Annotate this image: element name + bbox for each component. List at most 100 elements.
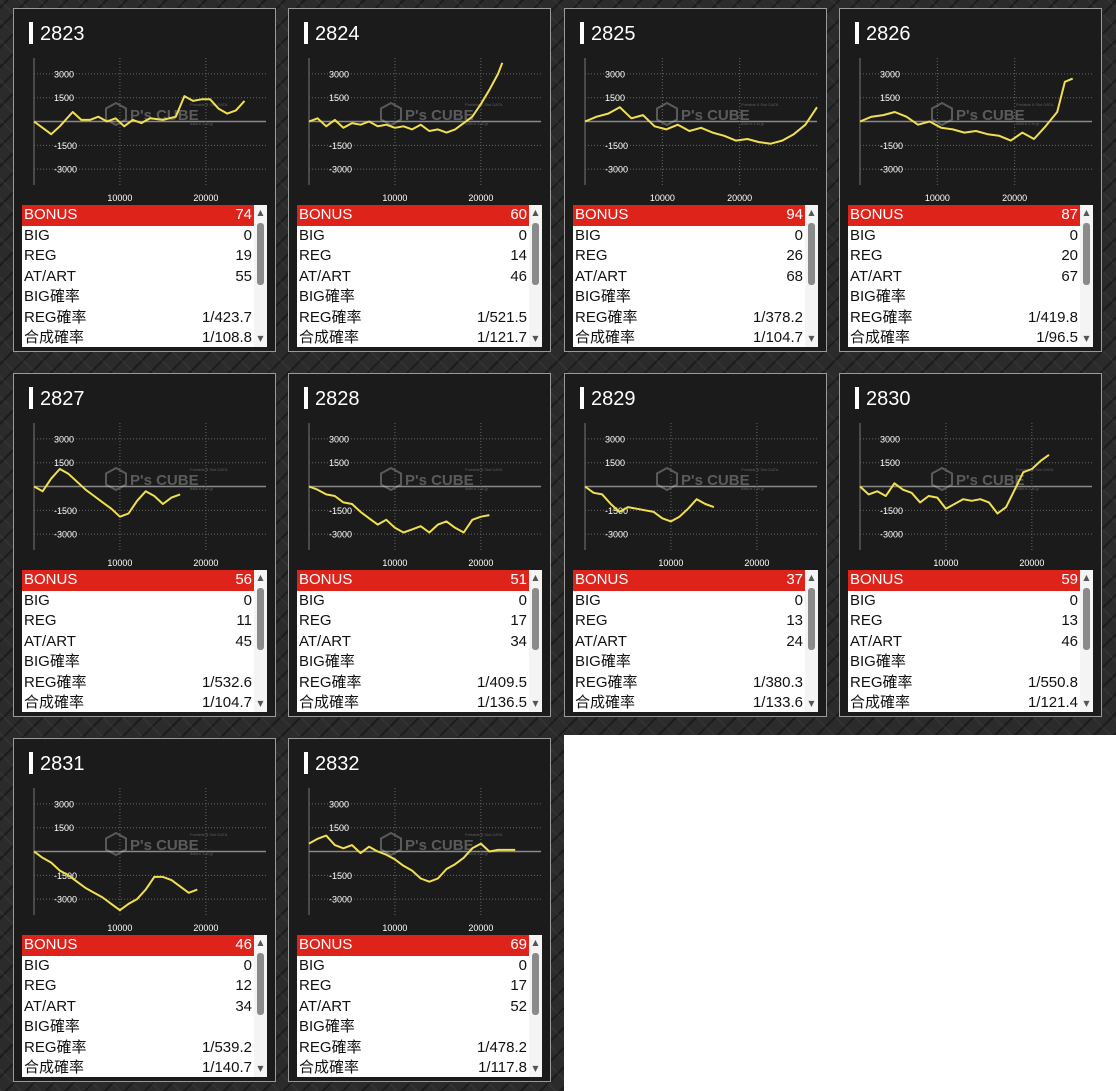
- stats-scrollbar[interactable]: ▲ ▼: [254, 935, 267, 1077]
- machine-number[interactable]: 2825: [580, 21, 636, 47]
- machine-number[interactable]: 2823: [29, 21, 85, 47]
- machine-number-text: 2827: [40, 388, 85, 410]
- machine-number[interactable]: 2829: [580, 386, 636, 412]
- scroll-down-arrow-icon[interactable]: ▼: [257, 699, 264, 708]
- scroll-down-arrow-icon[interactable]: ▼: [1083, 334, 1090, 343]
- stat-row-big: BIG 0: [297, 956, 529, 977]
- stats-scrollbar[interactable]: ▲ ▼: [805, 570, 818, 712]
- scroll-down-arrow-icon[interactable]: ▼: [257, 1064, 264, 1073]
- stats-scrollbar[interactable]: ▲ ▼: [529, 570, 542, 712]
- scroll-up-arrow-icon[interactable]: ▲: [257, 573, 264, 582]
- scroll-up-arrow-icon[interactable]: ▲: [257, 208, 264, 217]
- scroll-down-arrow-icon[interactable]: ▼: [808, 334, 815, 343]
- machine-number[interactable]: 2832: [304, 751, 360, 777]
- scroll-thumb[interactable]: [808, 223, 815, 285]
- x-tick-label: 10000: [107, 923, 132, 933]
- stat-row-reg: REG 19: [22, 246, 254, 267]
- scroll-up-arrow-icon[interactable]: ▲: [257, 938, 264, 947]
- stats-panel: BONUS 56 BIG 0 REG 11 AT/ART 45 BIG確率 REG確率 1/532.…: [22, 570, 267, 712]
- stat-label: BIG確率: [24, 288, 80, 305]
- stat-label: BIG: [850, 591, 876, 609]
- title-bar-marker: [580, 387, 584, 409]
- machine-number[interactable]: 2827: [29, 386, 85, 412]
- title-bar-marker: [580, 22, 584, 44]
- stat-label: REG: [24, 247, 57, 264]
- stat-label: REG: [24, 612, 57, 629]
- scroll-up-arrow-icon[interactable]: ▲: [1083, 573, 1090, 582]
- x-tick-label: 20000: [468, 193, 493, 203]
- slump-line: [584, 485, 715, 523]
- scroll-up-arrow-icon[interactable]: ▲: [808, 573, 815, 582]
- stat-label: AT/ART: [24, 632, 76, 650]
- scroll-thumb[interactable]: [532, 953, 539, 1015]
- stat-label: REG: [575, 612, 608, 629]
- stat-value: 11: [236, 612, 252, 629]
- scroll-down-arrow-icon[interactable]: ▼: [532, 334, 539, 343]
- stats-scrollbar[interactable]: ▲ ▼: [529, 205, 542, 347]
- slump-graph: 3000 1500 -1500 -3000 10000 20000 P's CUBEPort…: [584, 423, 817, 568]
- machine-card[interactable]: 2832 3000 1500 -1500 -3000 10000 20000 P's CUBE…: [288, 738, 551, 1082]
- stat-row-reg-rate: REG確率 1/550.8: [848, 673, 1080, 694]
- stats-scrollbar[interactable]: ▲ ▼: [529, 935, 542, 1077]
- scroll-thumb[interactable]: [532, 588, 539, 650]
- scroll-thumb[interactable]: [1083, 223, 1090, 285]
- stat-row-big: BIG 0: [848, 591, 1080, 612]
- stat-value: 0: [1069, 591, 1078, 609]
- stat-value: 0: [1069, 226, 1078, 244]
- stat-row-reg-rate: REG確率 1/532.6: [22, 673, 254, 694]
- scroll-thumb[interactable]: [1083, 588, 1090, 650]
- machine-card[interactable]: 2824 3000 1500 -1500 -3000 10000 20000 P's CUBE…: [288, 8, 551, 352]
- scroll-thumb[interactable]: [257, 223, 264, 285]
- scroll-up-arrow-icon[interactable]: ▲: [532, 573, 539, 582]
- scroll-up-arrow-icon[interactable]: ▲: [532, 208, 539, 217]
- x-tick-label: 10000: [650, 193, 675, 203]
- stat-label: BIG: [575, 591, 601, 609]
- y-tick-label: -1500: [54, 871, 77, 881]
- machine-card[interactable]: 2825 3000 1500 -1500 -3000 10000 20000 P's CUBE…: [564, 8, 827, 352]
- stat-label: 合成確率: [299, 329, 360, 346]
- machine-card[interactable]: 2829 3000 1500 -1500 -3000 10000 20000 P's CUBE…: [564, 373, 827, 717]
- machine-card[interactable]: 2828 3000 1500 -1500 -3000 10000 20000 P's CUBE…: [288, 373, 551, 717]
- scroll-up-arrow-icon[interactable]: ▲: [1083, 208, 1090, 217]
- machine-card[interactable]: 2830 3000 1500 -1500 -3000 10000 20000 P's CUBE…: [839, 373, 1102, 717]
- stats-scrollbar[interactable]: ▲ ▼: [1080, 205, 1093, 347]
- scroll-thumb[interactable]: [257, 953, 264, 1015]
- stat-label: BIG確率: [299, 653, 355, 670]
- x-tick-label: 20000: [193, 923, 218, 933]
- stat-label: BIG: [299, 591, 325, 609]
- stat-row-at: AT/ART 46: [297, 267, 529, 288]
- scroll-down-arrow-icon[interactable]: ▼: [532, 1064, 539, 1073]
- stat-label: 合成確率: [575, 694, 636, 711]
- watermark-bottom: data.e-1-tv.jp: [190, 121, 214, 126]
- machine-card[interactable]: 2826 3000 1500 -1500 -3000 10000 20000 P's CUBE…: [839, 8, 1102, 352]
- stats-scrollbar[interactable]: ▲ ▼: [254, 205, 267, 347]
- stat-value: 34: [235, 997, 252, 1015]
- stats-scrollbar[interactable]: ▲ ▼: [254, 570, 267, 712]
- stats-scrollbar[interactable]: ▲ ▼: [1080, 570, 1093, 712]
- scroll-down-arrow-icon[interactable]: ▼: [808, 699, 815, 708]
- scroll-down-arrow-icon[interactable]: ▼: [257, 334, 264, 343]
- scroll-thumb[interactable]: [532, 223, 539, 285]
- scroll-up-arrow-icon[interactable]: ▲: [808, 208, 815, 217]
- machine-card[interactable]: 2823 3000 1500 -1500 -3000 10000 20000 P's CUBE…: [13, 8, 276, 352]
- slump-line: [33, 95, 246, 136]
- scroll-up-arrow-icon[interactable]: ▲: [532, 938, 539, 947]
- machine-card[interactable]: 2831 3000 1500 -1500 -3000 10000 20000 P's CUBE…: [13, 738, 276, 1082]
- scroll-down-arrow-icon[interactable]: ▼: [1083, 699, 1090, 708]
- machine-number[interactable]: 2831: [29, 751, 85, 777]
- slump-line: [859, 453, 1050, 515]
- machine-number[interactable]: 2826: [855, 21, 911, 47]
- scroll-thumb[interactable]: [808, 588, 815, 650]
- machine-number[interactable]: 2824: [304, 21, 360, 47]
- stats-scrollbar[interactable]: ▲ ▼: [805, 205, 818, 347]
- watermark-brand: P's CUBE: [681, 107, 750, 124]
- hexagon-icon: [380, 101, 402, 127]
- scroll-thumb[interactable]: [257, 588, 264, 650]
- x-tick-label: 10000: [382, 923, 407, 933]
- stat-value: 1/532.6: [201, 673, 252, 691]
- scroll-down-arrow-icon[interactable]: ▼: [532, 699, 539, 708]
- machine-number[interactable]: 2830: [855, 386, 911, 412]
- machine-card[interactable]: 2827 3000 1500 -1500 -3000 10000 20000 P's CUBE…: [13, 373, 276, 717]
- machine-number[interactable]: 2828: [304, 386, 360, 412]
